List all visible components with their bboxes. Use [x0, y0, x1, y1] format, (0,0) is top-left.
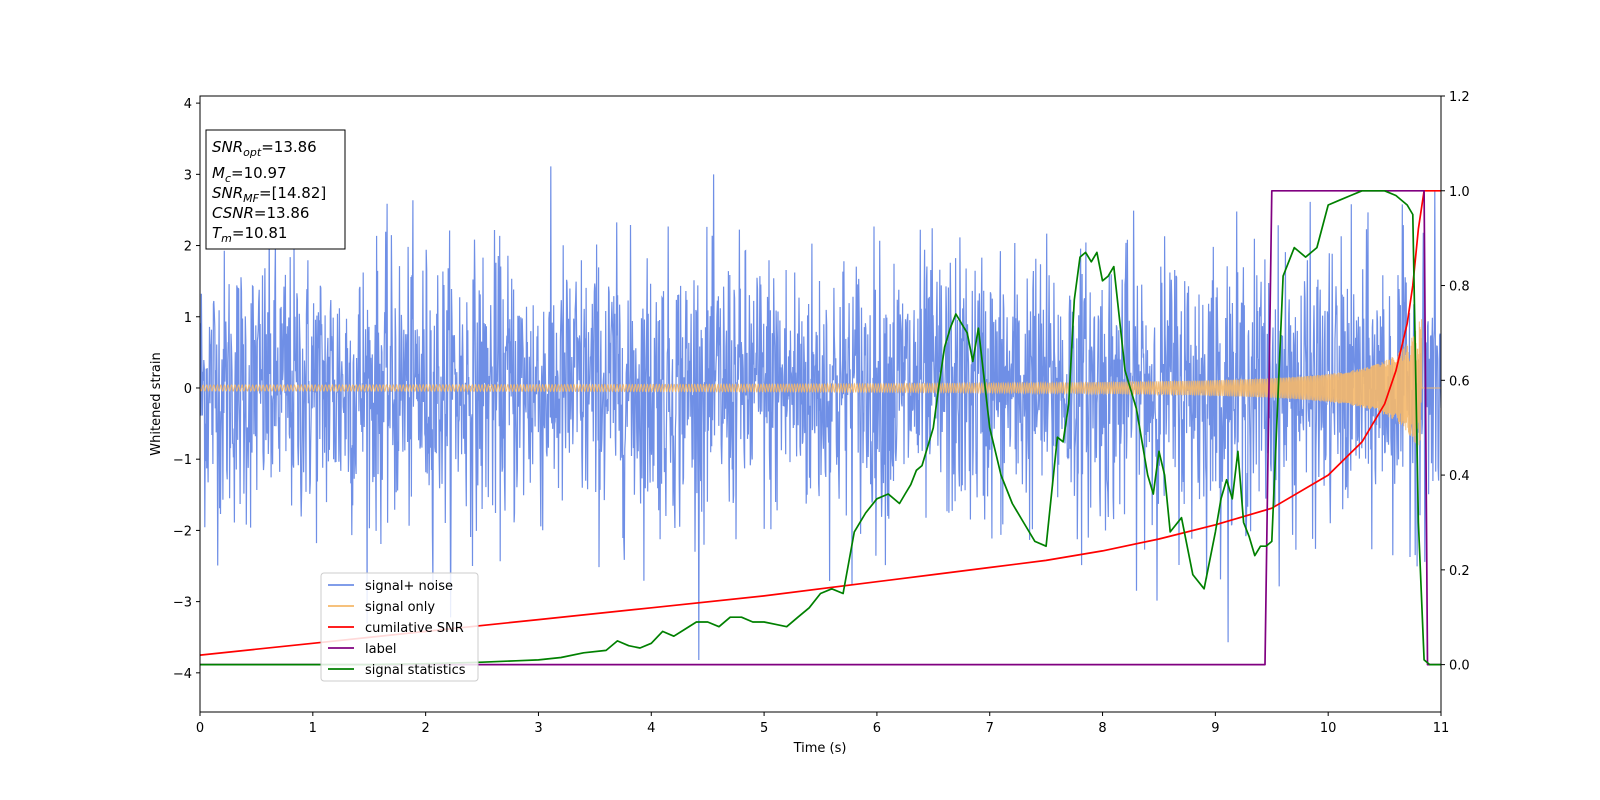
- y-right-tick-label: 0.6: [1449, 374, 1470, 389]
- info-line: CSNR=13.86: [212, 204, 309, 222]
- legend-label: label: [365, 642, 396, 657]
- x-tick-label: 11: [1433, 721, 1450, 736]
- x-tick-label: 4: [647, 721, 655, 736]
- x-tick-label: 8: [1098, 721, 1106, 736]
- cumilative-snr-line: [200, 189, 1441, 656]
- y-left-tick-label: −4: [173, 667, 192, 682]
- x-tick-label: 7: [986, 721, 994, 736]
- x-tick-label: 0: [196, 721, 204, 736]
- y-right-tick-label: 1.2: [1449, 90, 1470, 105]
- y-right-tick-label: 1.0: [1449, 185, 1470, 200]
- legend-label: signal+ noise: [365, 579, 453, 594]
- legend-label: cumilative SNR: [365, 621, 464, 636]
- plot-frame: [199, 95, 1442, 713]
- legend-label: signal only: [365, 600, 435, 615]
- y-axis-right: 0.0 0.2 0.4 0.6 0.8 1.0 1.2: [1441, 90, 1470, 674]
- info-line: SNRMF=[14.82]: [212, 184, 326, 205]
- y-right-tick-label: 0.8: [1449, 280, 1470, 295]
- x-tick-label: 2: [421, 721, 429, 736]
- y-axis-left: −4 −3 −2 −1 0 1 2 3 4: [173, 97, 200, 682]
- overlay-series: [200, 189, 1441, 666]
- y-left-tick-label: 1: [184, 311, 192, 326]
- signal-noise-series: [200, 166, 1441, 661]
- x-tick-label: 1: [309, 721, 317, 736]
- legend-label: signal statistics: [365, 663, 466, 678]
- y-left-tick-label: 2: [184, 240, 192, 255]
- y-axis-label: Whitened strain: [149, 352, 164, 455]
- y-left-tick-label: −1: [173, 453, 192, 468]
- signal-statistics-line: [200, 189, 1441, 666]
- y-right-tick-label: 0.2: [1449, 564, 1470, 579]
- y-left-tick-label: 4: [184, 97, 192, 112]
- info-line: Tm=10.81: [212, 224, 287, 245]
- signal-only-series: [200, 319, 1441, 446]
- x-axis-label: Time (s): [793, 741, 847, 756]
- signal-noise-line: [200, 166, 1441, 661]
- legend: signal+ noise signal only cumilative SNR la…: [320, 572, 479, 682]
- y-right-tick-label: 0.0: [1449, 659, 1470, 674]
- x-tick-label: 9: [1211, 721, 1219, 736]
- y-left-tick-label: 3: [184, 168, 192, 183]
- x-tick-label: 10: [1320, 721, 1337, 736]
- y-right-tick-label: 0.4: [1449, 469, 1470, 484]
- legend-frame: [320, 572, 479, 682]
- info-box: SNRopt=13.86 Mc=10.97SNRMF=[14.82]CSNR=13…: [205, 129, 346, 250]
- info-line: SNRopt=13.86: [212, 138, 317, 159]
- y-left-tick-label: −2: [173, 524, 192, 539]
- x-axis: 0 1 2 3 4 5 6 7 8 9 10 11: [196, 712, 1449, 736]
- signal-only-line: [200, 319, 1441, 446]
- y-left-tick-label: 0: [184, 382, 192, 397]
- x-tick-label: 3: [534, 721, 542, 736]
- x-tick-label: 5: [760, 721, 768, 736]
- info-box-frame: [205, 129, 346, 250]
- y-left-tick-label: −3: [173, 596, 192, 611]
- info-line: Mc=10.97: [212, 164, 287, 185]
- x-tick-label: 6: [873, 721, 881, 736]
